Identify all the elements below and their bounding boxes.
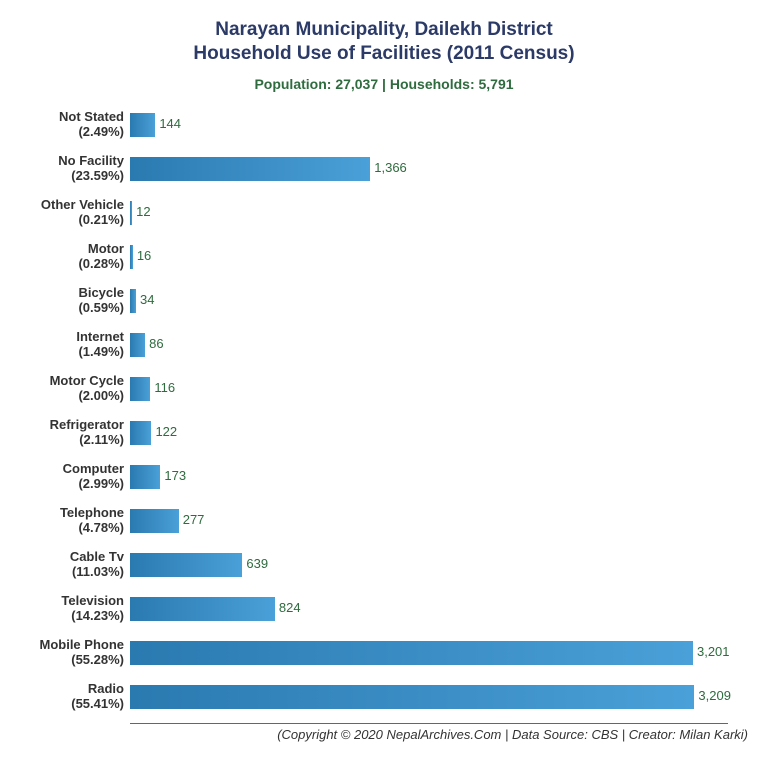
bar (130, 201, 132, 225)
bar-value-label: 16 (137, 248, 151, 263)
category-label: Not Stated(2.49%) (2, 110, 130, 140)
category-pct: (4.78%) (78, 520, 124, 535)
bar-value-label: 86 (149, 336, 163, 351)
bar-row: Television(14.23%)824 (130, 594, 728, 624)
bar-row: Mobile Phone(55.28%)3,201 (130, 638, 728, 668)
category-label: No Facility(23.59%) (2, 154, 130, 184)
category-name: Telephone (60, 505, 124, 520)
bar-row: Telephone(4.78%)277 (130, 506, 728, 536)
bar-value-label: 639 (246, 556, 268, 571)
category-name: Motor (88, 241, 124, 256)
bar (130, 289, 136, 313)
bar-row: Motor(0.28%)16 (130, 242, 728, 272)
bar-row: Not Stated(2.49%)144 (130, 110, 728, 140)
chart-credit: (Copyright © 2020 NepalArchives.Com | Da… (277, 727, 748, 742)
chart-title-line1: Narayan Municipality, Dailekh District (0, 18, 768, 42)
category-name: Motor Cycle (50, 373, 124, 388)
category-label: Radio(55.41%) (2, 682, 130, 712)
bar-value-label: 824 (279, 600, 301, 615)
category-name: Mobile Phone (40, 637, 125, 652)
bar-value-label: 122 (155, 424, 177, 439)
category-pct: (11.03%) (72, 564, 124, 579)
category-label: Computer(2.99%) (2, 462, 130, 492)
bar (130, 465, 160, 489)
category-name: No Facility (58, 153, 124, 168)
category-label: Other Vehicle(0.21%) (2, 198, 130, 228)
bar (130, 157, 370, 181)
category-name: Refrigerator (50, 417, 124, 432)
bar (130, 685, 694, 709)
bar-row: Refrigerator(2.11%)122 (130, 418, 728, 448)
bar (130, 641, 693, 665)
category-name: Cable Tv (70, 549, 124, 564)
category-pct: (0.21%) (78, 212, 124, 227)
category-label: Television(14.23%) (2, 594, 130, 624)
bar-value-label: 12 (136, 204, 150, 219)
category-label: Internet(1.49%) (2, 330, 130, 360)
bar-row: Radio(55.41%)3,209 (130, 682, 728, 712)
category-pct: (55.41%) (71, 696, 124, 711)
bar-value-label: 34 (140, 292, 154, 307)
bar (130, 553, 242, 577)
bar-value-label: 144 (159, 116, 181, 131)
bar-row: Cable Tv(11.03%)639 (130, 550, 728, 580)
category-label: Motor Cycle(2.00%) (2, 374, 130, 404)
bar-row: Internet(1.49%)86 (130, 330, 728, 360)
bar-value-label: 3,201 (697, 644, 730, 659)
bar-row: Bicycle(0.59%)34 (130, 286, 728, 316)
bar-value-label: 277 (183, 512, 205, 527)
bar-value-label: 3,209 (698, 688, 731, 703)
category-label: Bicycle(0.59%) (2, 286, 130, 316)
category-name: Television (61, 593, 124, 608)
category-name: Radio (88, 681, 124, 696)
bar (130, 333, 145, 357)
category-pct: (23.59%) (71, 168, 124, 183)
category-name: Other Vehicle (41, 197, 124, 212)
category-pct: (2.99%) (78, 476, 124, 491)
chart-title-line2: Household Use of Facilities (2011 Census… (0, 42, 768, 66)
category-label: Cable Tv(11.03%) (2, 550, 130, 580)
category-label: Motor(0.28%) (2, 242, 130, 272)
bar-row: Other Vehicle(0.21%)12 (130, 198, 728, 228)
chart-title-block: Narayan Municipality, Dailekh District H… (0, 18, 768, 66)
category-pct: (2.49%) (78, 124, 124, 139)
bar (130, 421, 151, 445)
bar (130, 597, 275, 621)
category-pct: (14.23%) (71, 608, 124, 623)
category-name: Internet (76, 329, 124, 344)
category-pct: (2.11%) (79, 432, 124, 447)
category-name: Bicycle (78, 285, 124, 300)
bar-value-label: 173 (164, 468, 186, 483)
category-label: Refrigerator(2.11%) (2, 418, 130, 448)
chart-container: Narayan Municipality, Dailekh District H… (0, 0, 768, 768)
category-pct: (0.28%) (78, 256, 124, 271)
chart-subtitle: Population: 27,037 | Households: 5,791 (0, 76, 768, 92)
category-pct: (0.59%) (78, 300, 124, 315)
category-name: Not Stated (59, 109, 124, 124)
category-label: Mobile Phone(55.28%) (2, 638, 130, 668)
bar-value-label: 1,366 (374, 160, 407, 175)
bar (130, 377, 150, 401)
bar-value-label: 116 (154, 380, 175, 395)
category-name: Computer (63, 461, 124, 476)
bar (130, 113, 155, 137)
category-pct: (55.28%) (71, 652, 124, 667)
bar-row: No Facility(23.59%)1,366 (130, 154, 728, 184)
plot-area: Not Stated(2.49%)144 No Facility(23.59%)1… (130, 110, 728, 724)
category-label: Telephone(4.78%) (2, 506, 130, 536)
bar-row: Computer(2.99%)173 (130, 462, 728, 492)
category-pct: (1.49%) (78, 344, 124, 359)
category-pct: (2.00%) (78, 388, 124, 403)
bar-row: Motor Cycle(2.00%)116 (130, 374, 728, 404)
bar (130, 245, 133, 269)
bar (130, 509, 179, 533)
